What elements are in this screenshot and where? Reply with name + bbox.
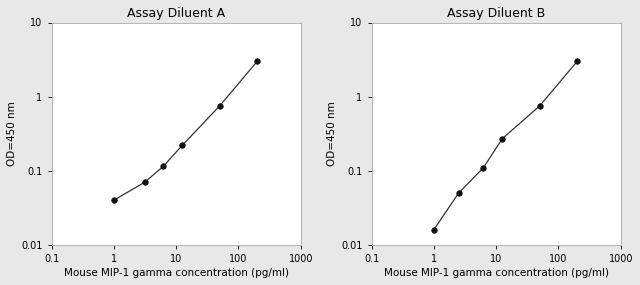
Y-axis label: OD=450 nm: OD=450 nm bbox=[7, 101, 17, 166]
Title: Assay Diluent B: Assay Diluent B bbox=[447, 7, 545, 20]
Title: Assay Diluent A: Assay Diluent A bbox=[127, 7, 225, 20]
X-axis label: Mouse MIP-1 gamma concentration (pg/ml): Mouse MIP-1 gamma concentration (pg/ml) bbox=[383, 268, 609, 278]
X-axis label: Mouse MIP-1 gamma concentration (pg/ml): Mouse MIP-1 gamma concentration (pg/ml) bbox=[63, 268, 289, 278]
Y-axis label: OD=450 nm: OD=450 nm bbox=[327, 101, 337, 166]
